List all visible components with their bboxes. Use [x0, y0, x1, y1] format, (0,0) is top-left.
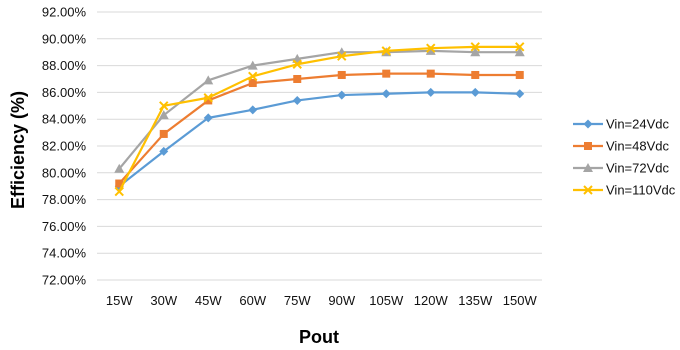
x-tick-label: 45W [195, 293, 222, 308]
y-tick-label: 84.00% [42, 112, 87, 127]
x-axis-title: Pout [299, 327, 339, 347]
data-point [515, 70, 524, 79]
y-tick-label: 74.00% [42, 246, 87, 261]
data-point [203, 93, 213, 103]
data-point [426, 69, 435, 78]
series-line [118, 72, 520, 185]
legend-label: Vin=72Vdc [606, 161, 670, 176]
series-2 [115, 69, 524, 188]
legend-label: Vin=110Vdc [606, 183, 676, 198]
y-tick-label: 90.00% [42, 31, 87, 46]
data-point [247, 60, 258, 70]
data-point [114, 163, 125, 173]
data-point [470, 47, 481, 57]
y-tick-label: 92.00% [42, 5, 87, 20]
y-tick-label: 86.00% [42, 85, 87, 100]
data-point [159, 101, 169, 111]
x-tick-label: 150W [503, 293, 538, 308]
series-line [118, 49, 520, 170]
x-tick-label: 15W [106, 293, 133, 308]
data-point [248, 79, 257, 88]
data-point [337, 70, 346, 79]
data-point [381, 46, 391, 56]
data-point [470, 42, 480, 52]
legend-item: Vin=48Vdc [573, 139, 670, 154]
data-point [204, 96, 213, 105]
x-tick-label: 75W [284, 293, 311, 308]
data-point [515, 42, 525, 52]
data-point [159, 129, 168, 138]
x-tick-label: 90W [328, 293, 355, 308]
legend-label: Vin=48Vdc [606, 139, 670, 154]
y-tick-label: 82.00% [42, 139, 87, 154]
data-point [426, 43, 436, 53]
series-3 [114, 45, 525, 173]
legend: Vin=24Vdc Vin=48Vdc Vin=72Vdc Vin=110Vdc [573, 117, 676, 198]
x-tick-label: 135W [458, 293, 493, 308]
y-tick-label: 80.00% [42, 165, 87, 180]
data-point [382, 69, 391, 78]
y-tick-label: 76.00% [42, 219, 87, 234]
data-point [337, 51, 347, 61]
data-point [248, 71, 258, 82]
legend-swatch-marker [583, 119, 593, 129]
data-point [381, 89, 391, 99]
data-point [248, 105, 258, 115]
data-point [471, 70, 480, 79]
data-point [292, 59, 302, 69]
y-tick-label: 78.00% [42, 192, 87, 207]
series-group [114, 42, 525, 197]
series-line [118, 45, 520, 193]
legend-label: Vin=24Vdc [606, 117, 670, 132]
x-tick-label: 105W [369, 293, 404, 308]
data-point [426, 87, 436, 97]
legend-swatch-marker [583, 163, 593, 172]
data-point [337, 90, 347, 100]
data-point [159, 146, 169, 156]
y-axis-ticks: 72.00% 74.00% 76.00% 78.00% 80.00% 82.00% 84.0… [42, 5, 87, 288]
data-point [115, 179, 124, 188]
y-axis-title: Efficiency (%) [8, 91, 28, 209]
legend-swatch-marker [583, 185, 593, 195]
legend-item: Vin=24Vdc [573, 117, 670, 132]
x-axis-ticks: 15W 30W 45W 60W 75W 90W 105W 120W 135W 150W [106, 293, 538, 308]
data-point [114, 186, 124, 197]
legend-swatch-marker [584, 142, 592, 150]
series-line [118, 91, 520, 188]
legend-item: Vin=110Vdc [573, 183, 676, 198]
series-4 [114, 42, 525, 197]
y-tick-label: 88.00% [42, 58, 87, 73]
data-point [425, 45, 436, 55]
x-tick-label: 60W [239, 293, 266, 308]
data-point [292, 95, 302, 105]
data-point [470, 87, 480, 97]
data-point [514, 47, 525, 57]
x-tick-label: 30W [150, 293, 177, 308]
data-point [203, 75, 214, 85]
data-point [158, 110, 169, 120]
legend-item: Vin=72Vdc [573, 161, 670, 176]
data-point [203, 113, 213, 123]
data-point [293, 75, 302, 83]
x-tick-label: 120W [414, 293, 449, 308]
data-point [515, 89, 525, 99]
y-tick-label: 72.00% [42, 273, 87, 288]
